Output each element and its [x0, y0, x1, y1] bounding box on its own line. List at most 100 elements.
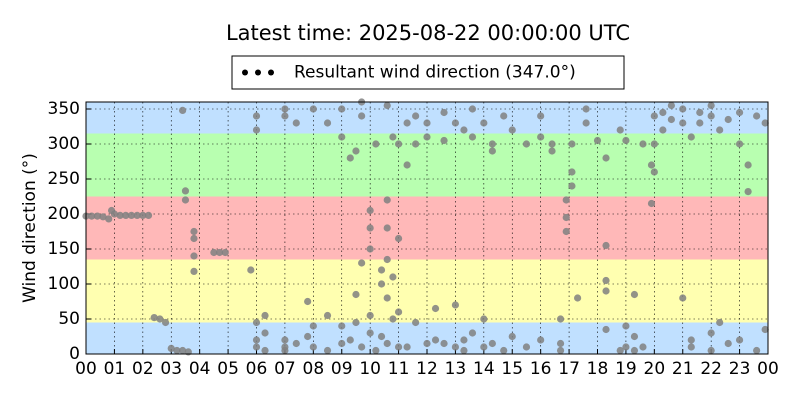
point [488, 147, 496, 155]
point [687, 343, 695, 351]
point [383, 339, 391, 348]
point [488, 140, 496, 148]
point [88, 212, 96, 220]
point [127, 211, 136, 219]
x-tick-label: 18 [587, 359, 609, 379]
point [281, 105, 289, 113]
point [460, 336, 468, 344]
point [431, 304, 440, 313]
point [761, 119, 769, 127]
x-tick-label: 23 [729, 359, 751, 379]
point [338, 105, 346, 113]
point [423, 119, 431, 127]
x-tick-label: 04 [189, 359, 211, 379]
point [352, 147, 360, 155]
point [358, 259, 366, 267]
plot-frame [85, 101, 769, 355]
point [650, 140, 658, 148]
point [679, 105, 687, 113]
point [394, 343, 403, 351]
point [309, 105, 317, 113]
point [582, 105, 590, 113]
point [508, 126, 516, 134]
point [556, 339, 565, 348]
x-tick-label: 16 [530, 359, 552, 379]
point [190, 227, 198, 236]
point [304, 297, 312, 306]
point [366, 329, 374, 337]
point [394, 140, 403, 148]
y-tick-label: 50 [58, 309, 80, 329]
point [366, 206, 374, 215]
point [574, 294, 582, 302]
x-tick-label: 09 [331, 359, 353, 379]
x-tick-label: 07 [274, 359, 296, 379]
point [548, 140, 556, 148]
point [451, 343, 460, 351]
point [394, 234, 403, 243]
x-tick-label: 20 [644, 359, 666, 379]
point [383, 255, 391, 264]
point [602, 276, 610, 285]
point [537, 336, 545, 344]
point [480, 119, 488, 127]
point [215, 248, 224, 257]
x-tick-label: 19 [615, 359, 637, 379]
y-tick-label: 150 [48, 239, 80, 259]
point [252, 336, 261, 344]
point [358, 112, 366, 120]
x-tick-label: 00 [757, 359, 779, 379]
point [252, 343, 261, 351]
point [480, 343, 488, 351]
y-tick-label: 250 [48, 169, 80, 189]
point [451, 301, 460, 309]
point [639, 343, 647, 351]
point [440, 339, 448, 348]
x-tick-label: 21 [672, 359, 694, 379]
point [181, 187, 190, 195]
point [696, 119, 704, 127]
point [724, 115, 732, 124]
point [383, 294, 391, 302]
point [647, 199, 656, 208]
x-tick-label: 12 [416, 359, 438, 379]
point [116, 211, 124, 219]
point [281, 346, 289, 355]
point [707, 101, 715, 110]
point [616, 126, 624, 134]
point [537, 133, 545, 141]
point [372, 140, 380, 148]
legend-label: Resultant wind direction (347.0°) [294, 63, 576, 83]
point [602, 287, 610, 295]
point [210, 248, 218, 257]
x-tick-label: 10 [359, 359, 381, 379]
point [173, 346, 181, 355]
point [144, 211, 153, 219]
x-tick-label: 02 [132, 359, 154, 379]
point [412, 140, 420, 148]
point [383, 224, 391, 232]
point [383, 196, 391, 204]
y-tick-label: 300 [48, 134, 80, 154]
point [744, 161, 752, 169]
legend-marker [255, 69, 261, 76]
point [687, 336, 695, 344]
point [161, 318, 170, 327]
point [352, 290, 360, 299]
point [460, 346, 468, 355]
point [562, 196, 570, 204]
point [358, 343, 366, 351]
point [716, 126, 724, 134]
point [394, 308, 403, 316]
point [423, 133, 431, 141]
point [616, 346, 624, 355]
point [667, 101, 675, 110]
point [659, 108, 667, 117]
point [309, 322, 317, 330]
point [622, 322, 630, 330]
x-tick-label: 05 [217, 359, 239, 379]
point [156, 315, 164, 323]
point [707, 112, 715, 120]
point [508, 332, 516, 341]
